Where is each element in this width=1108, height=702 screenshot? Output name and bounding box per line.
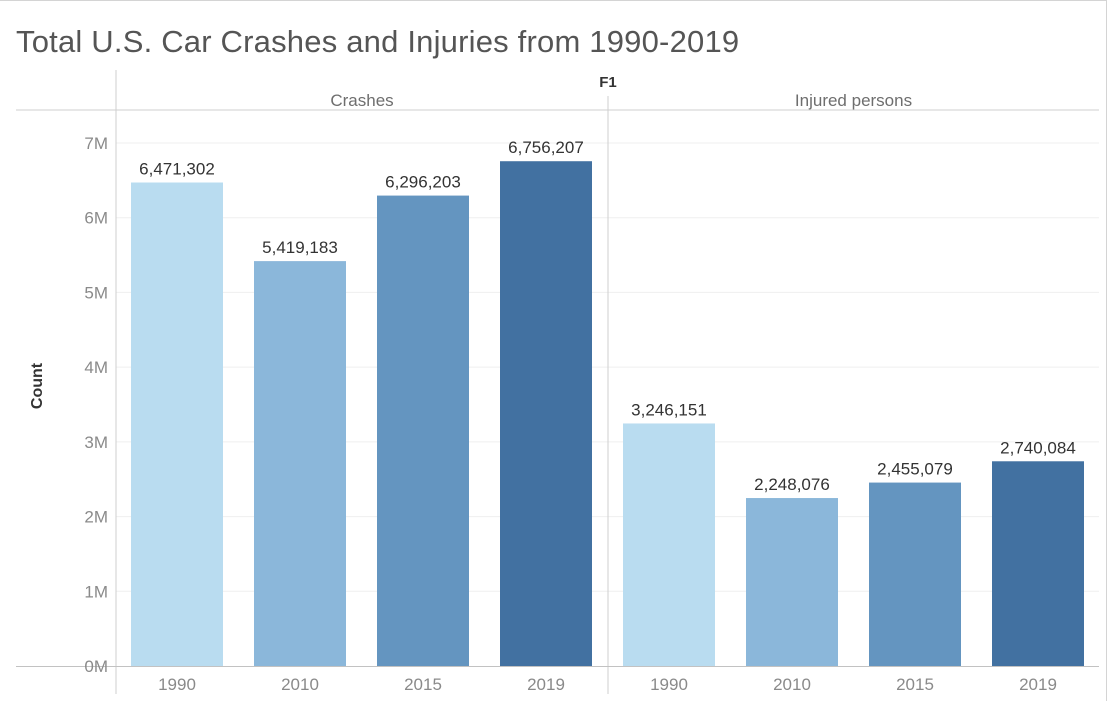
bar [377, 195, 469, 667]
x-category-label: 2010 [773, 675, 811, 694]
bar-value-label: 5,419,183 [262, 238, 338, 257]
x-category-label: 2015 [896, 675, 934, 694]
bar [869, 482, 961, 666]
y-tick-label: 4M [84, 358, 108, 377]
bar-value-label: 6,471,302 [139, 160, 215, 179]
bar [254, 261, 346, 666]
y-tick-label: 3M [84, 433, 108, 452]
bar-value-label: 6,296,203 [385, 173, 461, 192]
bar [131, 182, 223, 667]
x-category-label: 2010 [281, 675, 319, 694]
bar-value-label: 3,246,151 [631, 400, 707, 419]
y-tick-label: 5M [84, 283, 108, 302]
bar [623, 423, 715, 666]
y-tick-label: 1M [84, 582, 108, 601]
bar [500, 161, 592, 666]
bar [746, 498, 838, 666]
x-category-label: 1990 [650, 675, 688, 694]
y-tick-label: 0M [84, 657, 108, 676]
chart-title: Total U.S. Car Crashes and Injuries from… [16, 24, 740, 59]
bar-value-label: 2,455,079 [877, 460, 953, 479]
x-category-label: 1990 [158, 675, 196, 694]
bar-value-label: 6,756,207 [508, 138, 584, 157]
x-category-label: 2015 [404, 675, 442, 694]
x-category-label: 2019 [527, 675, 565, 694]
bar-value-label: 2,248,076 [754, 475, 830, 494]
bar-value-label: 2,740,084 [1000, 438, 1076, 457]
column-field-label: F1 [599, 74, 617, 91]
x-category-label: 2019 [1019, 675, 1057, 694]
y-axis-label: Count [29, 362, 46, 409]
panel-header-injured-persons: Injured persons [795, 91, 912, 110]
y-tick-label: 6M [84, 209, 108, 228]
panel-header-crashes: Crashes [330, 91, 393, 110]
y-tick-label: 2M [84, 508, 108, 527]
bar [992, 461, 1084, 666]
y-tick-label: 7M [84, 134, 108, 153]
